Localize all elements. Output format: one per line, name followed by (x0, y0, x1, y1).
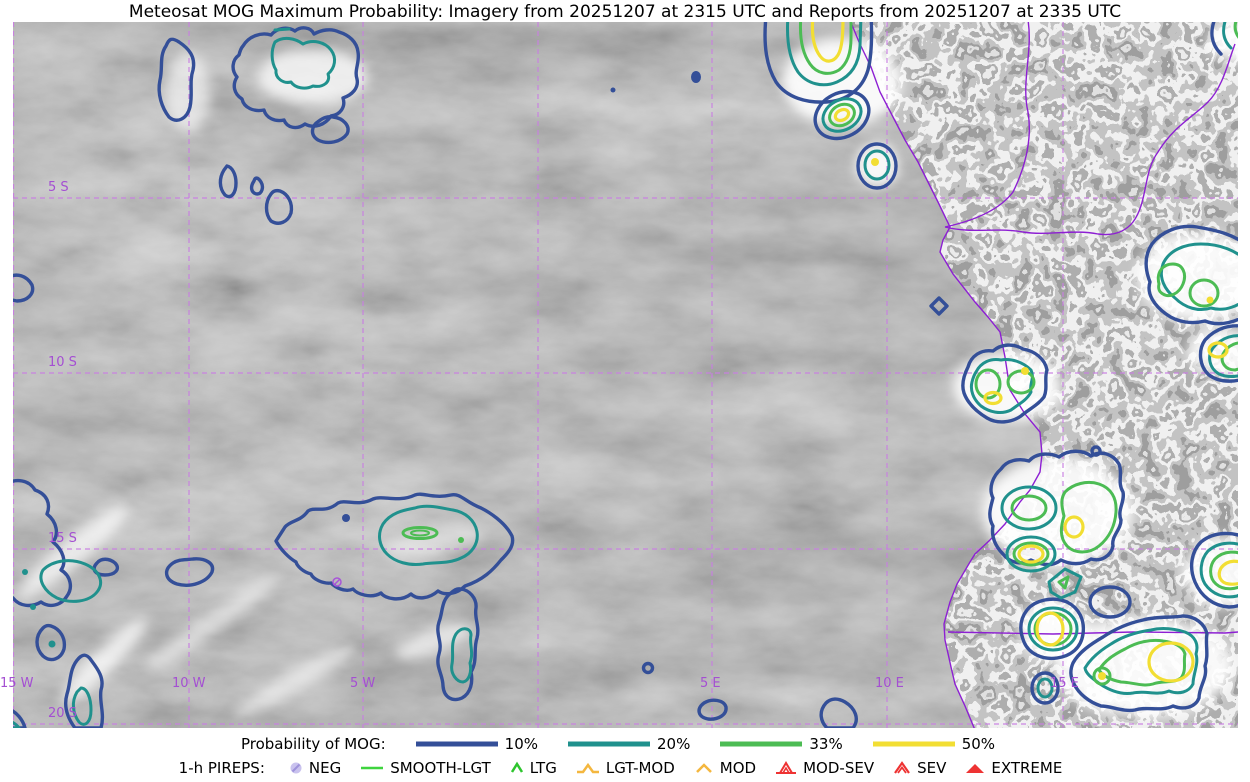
mog-20-label: 20% (657, 735, 691, 753)
mog-10-label: 10% (504, 735, 539, 753)
lon-label-10e: 10 E (875, 676, 904, 691)
border-south (947, 631, 1238, 635)
lon-label-15e: 15 E (1050, 676, 1079, 691)
pireps-legend-label: 1-h PIREPS: (178, 759, 265, 777)
mog-50-label: 50% (961, 735, 996, 753)
contours-20pct (13, 22, 1238, 728)
ltg-caret-icon (510, 761, 523, 773)
mog-10-swatch (415, 741, 498, 747)
border-east (944, 43, 1236, 236)
mog-legend-item-10: 10% (414, 735, 538, 753)
pirep-extreme-label: EXTREME (991, 759, 1063, 777)
mog-legend-row: Probability of MOG: 10% 20% 33% 50% (0, 732, 1250, 756)
pirep-item-neg: NEG (288, 759, 341, 777)
satellite-map-svg (13, 22, 1238, 728)
pirep-item-extreme: EXTREME (964, 759, 1062, 777)
mog-20-swatch (568, 741, 651, 747)
map-canvas: 5 S 10 S 15 S 20 S 15 W 10 W 5 W 5 E 10 … (0, 22, 1238, 728)
lon-label-10w: 10 W (172, 676, 206, 691)
mog-50-swatch (872, 741, 955, 747)
lon-label-5w: 5 W (350, 676, 376, 691)
sev-icon (894, 761, 910, 774)
pirep-lgt-mod-label: LGT-MOD (605, 759, 675, 777)
pirep-item-smooth-lgt: SMOOTH-LGT (359, 759, 491, 777)
mod-caret-icon (695, 763, 712, 773)
neg-circle-slash-icon (290, 762, 302, 774)
lon-label-5e: 5 E (700, 676, 721, 691)
contours-50pct (810, 22, 1238, 683)
contours-10pct (13, 22, 1238, 728)
lat-label-15s: 15 S (48, 531, 77, 546)
border-north (944, 22, 1031, 228)
lat-label-5s: 5 S (48, 180, 69, 195)
pirep-item-sev: SEV (892, 759, 946, 777)
neg-pirep-marker (332, 577, 342, 587)
lgt-mod-icon (576, 762, 599, 774)
lat-label-10s: 10 S (48, 355, 77, 370)
mog-legend-item-20: 20% (566, 735, 690, 753)
legend: Probability of MOG: 10% 20% 33% 50% (0, 728, 1250, 782)
lat-label-20s: 20 S (48, 706, 77, 721)
lon-label-15w: 15 W (0, 676, 34, 691)
extreme-triangle-icon (966, 764, 985, 773)
mog-legend-item-33: 33% (718, 735, 843, 753)
page-title: Meteosat MOG Maximum Probability: Imager… (128, 2, 1122, 22)
graticule (13, 22, 1238, 728)
mog-legend-item-50: 50% (871, 735, 995, 753)
pirep-neg-label: NEG (308, 759, 342, 777)
mod-sev-icon (776, 761, 797, 774)
pirep-mod-sev-label: MOD-SEV (803, 759, 875, 777)
pirep-sev-label: SEV (917, 759, 947, 777)
pirep-item-lgt-mod: LGT-MOD (575, 759, 675, 777)
mog-legend-label: Probability of MOG: (240, 735, 386, 753)
pireps-legend-row: 1-h PIREPS: NEG SMOOTH-LGT LTG (0, 756, 1250, 780)
pirep-smooth-lgt-label: SMOOTH-LGT (390, 759, 491, 777)
contours-33pct (401, 22, 1238, 687)
mog-33-label: 33% (809, 735, 843, 753)
mog-33-swatch (720, 741, 803, 747)
pirep-item-ltg: LTG (509, 759, 557, 777)
pirep-mod-label: MOD (719, 759, 757, 777)
pirep-item-mod-sev: MOD-SEV (774, 759, 874, 777)
smooth-lgt-line-icon (361, 766, 384, 770)
pirep-item-mod: MOD (693, 759, 756, 777)
pirep-ltg-label: LTG (529, 759, 557, 777)
